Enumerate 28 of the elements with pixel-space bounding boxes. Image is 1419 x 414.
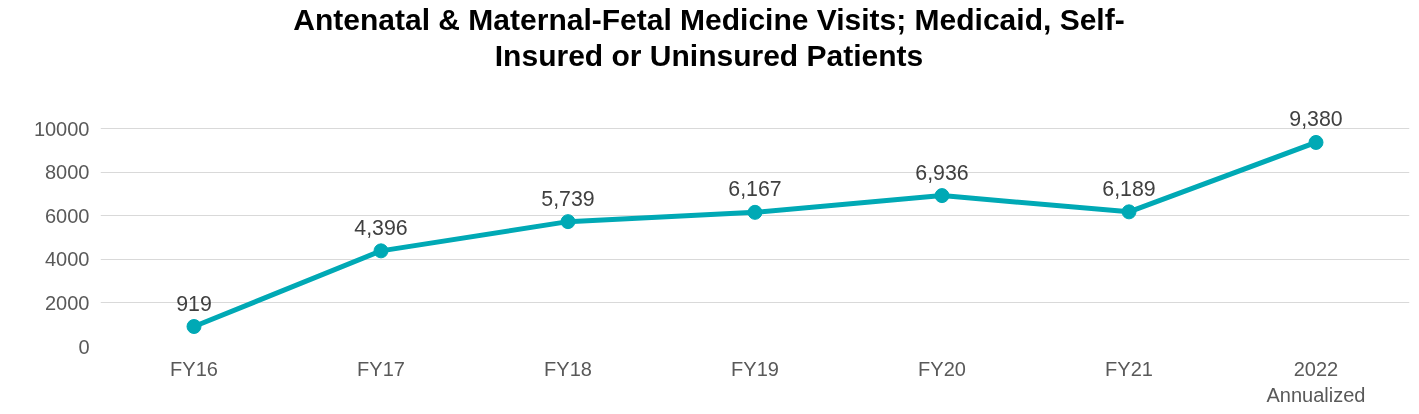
data-label: 9,380 — [1289, 107, 1343, 132]
point — [373, 243, 389, 259]
x-tick-label: FY16 — [170, 357, 218, 380]
y-tick-label: 4000 — [45, 248, 90, 271]
data-label: 5,739 — [541, 186, 595, 211]
chart-title: Antenatal & Maternal-Fetal Medicine Visits; Medicaid, Self-Insured or Uninsured Patients — [292, 2, 1126, 74]
x-tick-label: FY18 — [544, 357, 592, 380]
y-tick-label: 8000 — [45, 161, 90, 184]
y-tick-label: 0 — [78, 335, 90, 358]
x-tick-label: FY17 — [357, 357, 405, 380]
point — [560, 214, 576, 230]
y-tick-label: 6000 — [45, 204, 90, 227]
x-tick-label: FY21 — [1105, 357, 1153, 380]
point — [1121, 204, 1137, 220]
x-tick-label: 2022 Annualized — [1266, 357, 1366, 406]
data-label: 919 — [176, 291, 212, 316]
point — [934, 188, 950, 204]
point — [1308, 134, 1324, 150]
data-label: 6,167 — [728, 177, 782, 202]
y-tick-label: 2000 — [45, 291, 90, 314]
point — [186, 319, 202, 334]
point — [747, 204, 763, 220]
data-label: 6,189 — [1102, 176, 1156, 201]
y-tick-label: 10000 — [33, 117, 90, 140]
x-tick-label: FY20 — [918, 357, 966, 380]
data-label: 4,396 — [354, 215, 408, 240]
data-label: 6,936 — [915, 160, 969, 185]
x-tick-label: FY19 — [731, 357, 779, 380]
